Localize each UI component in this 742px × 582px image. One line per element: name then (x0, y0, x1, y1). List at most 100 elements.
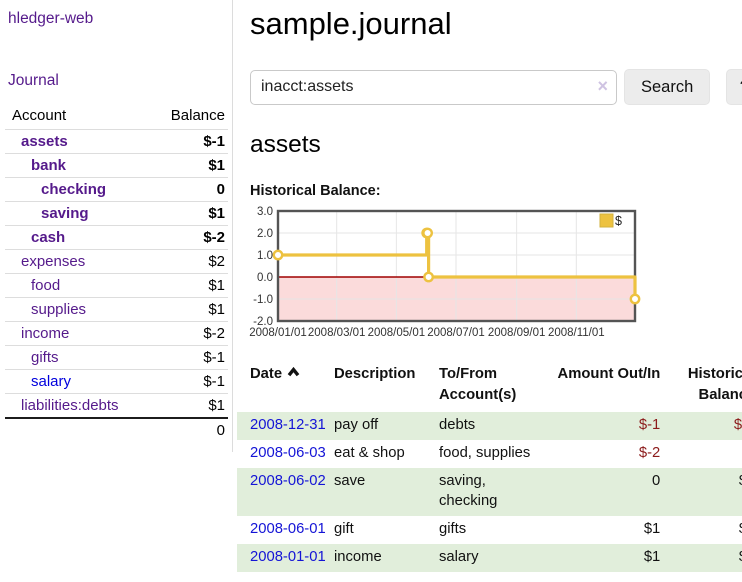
account-name-cell: liabilities:debts (5, 393, 148, 418)
transaction-balance: $2 (666, 516, 742, 544)
account-link[interactable]: bank (31, 157, 67, 174)
transaction-date-link[interactable]: 2008-06-02 (250, 473, 326, 490)
register-header-date[interactable]: Date (237, 362, 334, 412)
transaction-amount: $-1 (638, 417, 661, 434)
account-link[interactable]: supplies (31, 301, 87, 318)
transaction-description: eat & shop (334, 445, 405, 462)
chart-title: Historical Balance: (250, 183, 381, 199)
transaction-date-cell: 2008-12-31 (237, 412, 334, 440)
x-axis-tick-label: 2008/05/01 (368, 327, 426, 339)
account-name-cell: bank (5, 153, 148, 178)
transaction-row: 2008-01-01 income salary $1 $1 (237, 544, 742, 573)
account-balance: $1 (147, 153, 228, 178)
account-name-cell: checking (5, 177, 148, 202)
x-axis-tick-label: 2008/11/01 (548, 327, 605, 339)
transaction-description: save (334, 473, 366, 490)
x-axis-tick-label: 2008/09/01 (488, 327, 546, 339)
account-link[interactable]: income (21, 325, 70, 342)
register-header-description: Description (334, 366, 416, 382)
transaction-row: 2008-06-01 gift gifts $1 $2 (237, 516, 742, 544)
account-row: salary $-1 (5, 369, 228, 394)
app-title-link[interactable]: hledger-web (8, 10, 94, 27)
main-content: sample.journal × Search ? assets Histori… (233, 0, 742, 573)
register-table-body: 2008-12-31 pay off debts $-1 $-1 2008-06-03 ea… (237, 412, 742, 573)
search-button[interactable]: Search (624, 69, 711, 105)
account-link[interactable]: salary (31, 373, 72, 390)
transaction-amount: $1 (643, 549, 661, 566)
account-link[interactable]: checking (41, 181, 107, 198)
transaction-date-link[interactable]: 2008-06-01 (250, 521, 326, 538)
search-form: × Search ? (250, 69, 742, 105)
account-row: income $-2 (5, 321, 228, 346)
data-point-marker (629, 293, 641, 305)
register-header-balance: Historical Balance (687, 366, 742, 403)
account-balance: 0 (147, 177, 228, 202)
y-axis-tick-label: -1.0 (253, 294, 273, 306)
transaction-balance: $-1 (733, 417, 742, 434)
account-row: checking 0 (5, 177, 228, 202)
data-point-marker (272, 249, 284, 261)
accounts-header-balance: Balance (170, 107, 225, 124)
account-link[interactable]: expenses (21, 253, 86, 270)
account-link[interactable]: cash (31, 229, 66, 246)
account-balance: $-1 (147, 129, 228, 154)
legend-swatch (599, 213, 614, 228)
transaction-accounts: saving, checking (439, 473, 498, 510)
account-name-cell: income (5, 321, 148, 346)
account-name-cell: supplies (5, 297, 148, 322)
data-point-marker (422, 227, 434, 239)
account-link[interactable]: food (31, 277, 61, 294)
transaction-accounts: food, supplies (439, 445, 531, 462)
help-button[interactable]: ? (726, 69, 742, 105)
legend-label: $ (615, 214, 622, 228)
transaction-date-link[interactable]: 2008-12-31 (250, 417, 326, 434)
account-name-cell: gifts (5, 345, 148, 370)
plot-border (276, 209, 637, 323)
sidebar: hledger-web Journal Account Balance asse… (0, 0, 233, 452)
search-input[interactable] (250, 69, 617, 105)
transaction-date-link[interactable]: 2008-01-01 (250, 549, 326, 566)
transaction-row: 2008-06-02 save saving, checking 0 $2 (237, 468, 742, 517)
account-link[interactable]: assets (21, 133, 68, 150)
transaction-description: pay off (334, 417, 379, 434)
transaction-date-cell: 2008-06-03 (237, 440, 334, 468)
sidebar-item-journal[interactable]: Journal (8, 72, 59, 89)
account-heading: assets (250, 131, 321, 158)
account-row: gifts $-1 (5, 345, 228, 370)
transaction-date-link[interactable]: 2008-06-03 (250, 445, 326, 462)
accounts-header-account: Account (12, 107, 67, 124)
transaction-date-cell: 2008-01-01 (237, 544, 334, 572)
account-row: assets $-1 (5, 129, 228, 154)
account-balance: $1 (147, 201, 228, 226)
account-balance: $-1 (147, 369, 228, 394)
account-balance: $1 (147, 297, 228, 322)
register-header-amount: Amount Out/In (557, 366, 661, 382)
clear-search-icon[interactable]: × (597, 75, 608, 96)
transaction-description: gift (334, 521, 354, 538)
register-header-accounts: To/From Account(s) (439, 366, 517, 403)
transaction-amount: $-2 (638, 445, 661, 462)
account-balance: $-2 (147, 321, 228, 346)
transaction-row: 2008-06-03 eat & shop food, supplies $-2 0 (237, 440, 742, 468)
x-axis-tick-label: 2008/07/01 (427, 327, 485, 339)
account-row: bank $1 (5, 153, 228, 178)
account-balance: $-1 (147, 345, 228, 370)
account-link[interactable]: saving (41, 205, 89, 222)
x-axis-tick-label: 2008/03/01 (308, 327, 366, 339)
account-row: supplies $1 (5, 297, 228, 322)
transaction-balance: $2 (666, 468, 742, 516)
y-axis-tick-label: 0.0 (257, 272, 273, 284)
transaction-accounts: debts (439, 417, 476, 434)
accounts-total-value: 0 (147, 417, 228, 442)
y-axis-tick-label: 2.0 (257, 228, 273, 240)
account-link[interactable]: liabilities:debts (21, 397, 119, 414)
transaction-amount: 0 (652, 473, 661, 490)
transaction-amount: $1 (643, 521, 661, 538)
account-link[interactable]: gifts (31, 349, 59, 366)
transaction-accounts: gifts (439, 521, 467, 538)
page-title: sample.journal (250, 6, 452, 41)
account-row: cash $-2 (5, 225, 228, 250)
y-axis-tick-label: 1.0 (257, 250, 273, 262)
y-axis-tick-label: -2.0 (253, 316, 273, 328)
